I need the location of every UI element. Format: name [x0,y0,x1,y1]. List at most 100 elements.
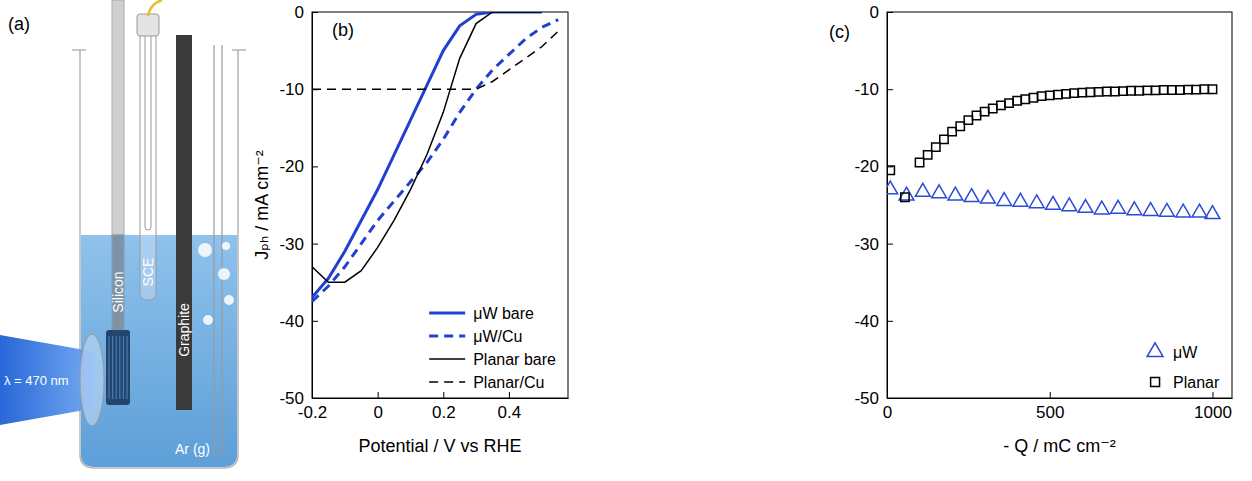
sample-texture [123,336,124,399]
sce-cap [137,14,159,36]
x-tick: 0 [373,392,382,422]
data-point [1037,92,1045,100]
sample-texture [116,336,117,399]
y-axis: -50-40-30-20-100 [279,3,318,408]
window [80,334,104,426]
data-point [1021,95,1029,103]
legend-item: Planar [1151,374,1220,391]
legend-label: Planar/Cu [473,374,544,391]
x-tick-mark [378,392,379,398]
data-point [932,143,940,151]
data-point [1119,87,1127,95]
y-tick-mark [887,321,893,322]
chart-panel: -0.200.20.4-50-40-30-20-100Potential / V… [252,3,569,456]
data-point [1205,206,1220,219]
legend-item: μW [1147,343,1198,361]
data-point [915,183,930,196]
legend-item: μW/Cu [429,328,522,345]
data-point [980,190,995,203]
y-tick-mark [312,12,318,13]
y-tick: -20 [854,157,893,176]
x-tick-label: 0 [373,403,382,422]
legend-label: μW bare [473,305,534,322]
data-point [948,127,956,135]
x-axis-line [888,398,1233,399]
y-tick-label: -50 [854,389,879,408]
plot-area [887,85,1220,219]
data-point [1078,200,1093,213]
panel-label: (c) [829,22,850,42]
data-line [312,31,558,89]
legend-swatch [429,358,465,360]
data-point [1029,195,1044,208]
data-point [1094,201,1109,214]
data-point [1013,193,1028,206]
figure: (a)SiliconSCEGraphiteAr (g)λ = 470 nm-0.… [0,0,1252,481]
y-tick: -30 [279,235,318,254]
x-tick: 0.4 [498,392,522,422]
y-axis-line [312,13,313,399]
data-line [312,20,558,302]
data-point [1159,203,1174,216]
data-point [1135,87,1143,95]
y-tick-label: 0 [870,3,879,22]
y-tick-mark [887,398,893,399]
sample-texture [126,336,127,399]
y-tick: -40 [854,312,893,331]
sce-tube [140,20,156,300]
y-tick: -40 [279,312,318,331]
y-tick-label: -20 [279,157,304,176]
data-point [887,181,898,194]
panel-label: (b) [332,20,354,40]
data-point [1062,90,1070,98]
data-point [915,158,923,166]
y-tick-label: -40 [279,312,304,331]
data-point [989,104,997,112]
chart-panel: 05001000-50-40-30-20-100- Q / mC cm⁻²(c)… [829,3,1233,456]
data-point [940,135,948,143]
x-tick-mark [1050,392,1051,398]
beaker-rim [72,49,246,51]
plot-frame [312,12,568,398]
y-tick-mark [312,166,318,167]
data-point [1184,85,1192,93]
y-tick: -30 [854,235,893,254]
electrode-label: Silicon [110,271,126,312]
x-tick-label: 500 [1036,403,1064,422]
data-point [1176,86,1184,94]
bubble [218,268,230,280]
electrode-label: Graphite [176,303,192,357]
x-tick-label: 1000 [1194,403,1232,422]
y-tick-label: -50 [279,389,304,408]
legend-swatch [429,381,465,383]
legend-swatch [429,312,465,315]
legend-label: Planar [1173,374,1220,391]
data-point [972,111,980,119]
x-tick-label: 0.4 [498,403,522,422]
data-point [1111,200,1126,213]
data-point [901,193,909,201]
data-point [1143,86,1151,94]
graphite-rod [176,35,192,410]
data-point [1208,85,1216,93]
panel-label: (a) [8,14,30,34]
gas-label: Ar (g) [175,441,210,457]
y-tick-mark [312,244,318,245]
legend-item: Planar bare [429,351,556,368]
data-point [932,185,947,198]
data-point [1046,91,1054,99]
x-tick-mark [443,392,444,398]
y-tick-label: -10 [854,80,879,99]
x-tick: 1000 [1194,392,1232,422]
x-axis: -0.200.20.4 [298,392,569,422]
data-point [887,166,894,174]
light-label: λ = 470 nm [4,373,69,388]
bubble [224,295,234,305]
data-point [1046,196,1061,209]
x-tick-mark [1212,392,1213,398]
legend-swatch [1151,378,1160,387]
sample-texture [108,336,109,399]
data-point [1103,87,1111,95]
data-point [1029,94,1037,102]
plot-frame [887,12,1232,398]
